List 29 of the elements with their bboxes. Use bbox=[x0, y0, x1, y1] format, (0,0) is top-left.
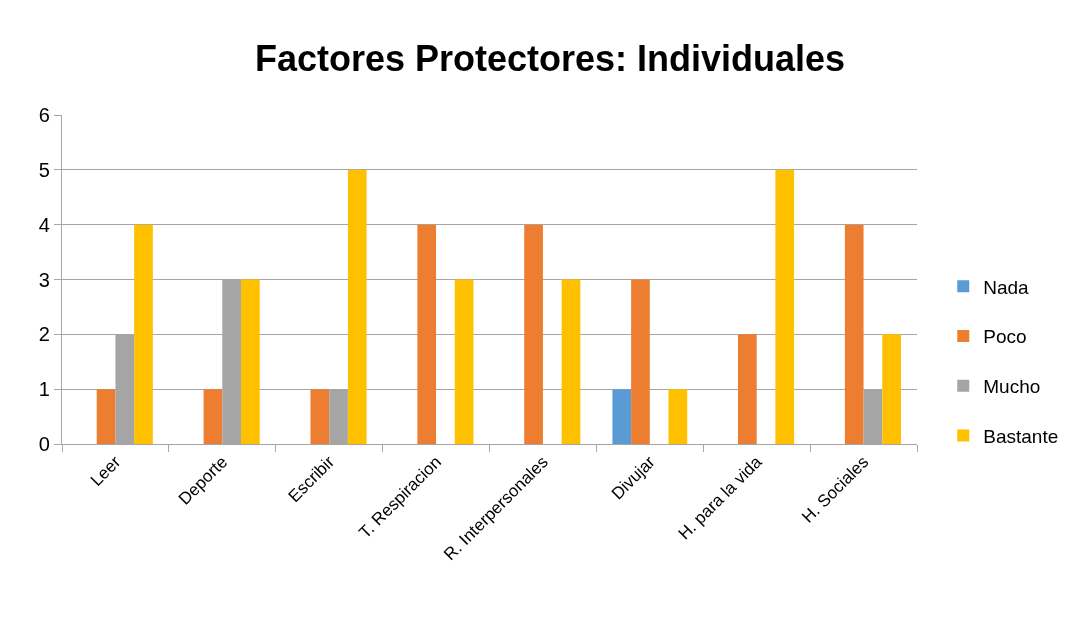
y-tick-label: 5 bbox=[38, 158, 50, 181]
bar bbox=[668, 389, 688, 444]
legend-label: Bastante bbox=[983, 425, 1059, 447]
y-tick-label: 2 bbox=[38, 323, 50, 346]
y-tick-label: 1 bbox=[38, 378, 50, 401]
bar bbox=[775, 169, 795, 444]
legend-label: Mucho bbox=[983, 376, 1041, 398]
bar bbox=[612, 389, 632, 444]
legend-label: Nada bbox=[983, 276, 1030, 298]
bar bbox=[524, 224, 543, 444]
y-tick-label: 4 bbox=[38, 213, 50, 236]
chart-title: Factores Protectores: Individuales bbox=[254, 37, 846, 79]
bar bbox=[631, 279, 650, 444]
bar bbox=[96, 389, 116, 444]
bar bbox=[347, 169, 367, 444]
bar bbox=[310, 389, 330, 444]
y-tick-label: 0 bbox=[38, 433, 50, 455]
bar bbox=[134, 224, 153, 444]
bar bbox=[203, 389, 223, 444]
bar bbox=[454, 279, 474, 444]
bar bbox=[844, 224, 864, 444]
bar bbox=[417, 224, 437, 444]
y-tick-label: 3 bbox=[38, 268, 50, 291]
bar bbox=[561, 279, 581, 444]
bar bbox=[737, 334, 757, 444]
bar bbox=[241, 279, 260, 444]
y-tick-label: 6 bbox=[38, 104, 50, 126]
legend-label: Poco bbox=[983, 326, 1027, 348]
bar bbox=[882, 334, 901, 444]
